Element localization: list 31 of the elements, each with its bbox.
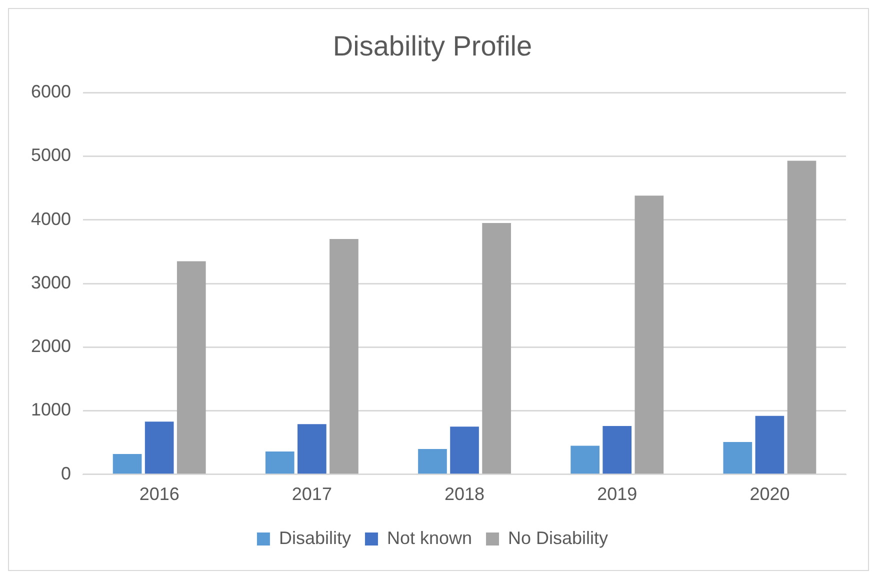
y-tick-label: 3000 [30,272,72,292]
y-tick-label: 5000 [30,145,72,166]
x-tick-label: 2020 [750,484,790,504]
y-tick-label: 1000 [30,400,72,420]
legend-label: Not known [386,528,472,548]
bar [602,426,632,474]
x-tick-label: 2019 [597,484,638,504]
y-tick-label: 6000 [30,82,72,102]
bar [570,446,600,474]
chart-title: Disability Profile [332,30,532,62]
bar [330,238,358,474]
y-tick-label: 2000 [30,336,72,356]
legend-label: Disability [278,528,351,548]
bar [265,451,294,474]
y-tick-label: 0 [61,463,72,484]
bar [298,424,326,474]
x-tick-label: 2017 [292,484,332,504]
x-tick-label: 2016 [139,484,180,504]
bar [112,454,142,474]
x-tick-label: 2018 [444,484,485,504]
bar [450,426,479,474]
bar [144,422,174,474]
bar [634,196,664,474]
bar [418,448,447,474]
bar [787,160,816,474]
y-tick-label: 4000 [30,208,72,229]
bar [176,261,206,474]
legend-label: No Disability [508,528,608,548]
bar [482,223,511,474]
bar [755,416,784,474]
bar [723,442,752,474]
